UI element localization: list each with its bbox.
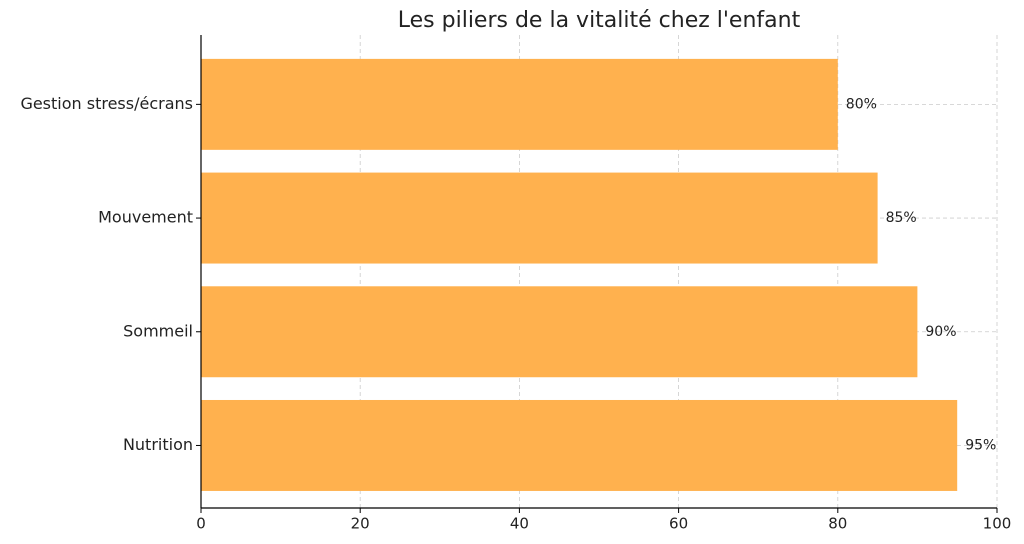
value-label: 80% — [846, 96, 877, 112]
y-tick-label: Gestion stress/écrans — [20, 94, 193, 113]
x-tick-label: 100 — [983, 515, 1012, 533]
x-tick-label: 80 — [828, 515, 847, 533]
bar — [201, 399, 958, 491]
value-label: 85% — [886, 210, 917, 226]
x-tick-label: 60 — [669, 515, 688, 533]
x-tick-label: 20 — [351, 515, 370, 533]
value-label: 95% — [965, 437, 996, 453]
y-tick-label: Nutrition — [123, 435, 193, 454]
bar — [201, 172, 878, 264]
x-tick-label: 0 — [196, 515, 206, 533]
y-tick-label: Mouvement — [98, 208, 193, 227]
bar — [201, 286, 918, 378]
x-tick-label: 40 — [510, 515, 529, 533]
bar — [201, 58, 838, 150]
chart-title: Les piliers de la vitalité chez l'enfant — [398, 8, 801, 33]
value-label: 90% — [925, 324, 956, 340]
y-tick-label: Sommeil — [123, 321, 193, 340]
